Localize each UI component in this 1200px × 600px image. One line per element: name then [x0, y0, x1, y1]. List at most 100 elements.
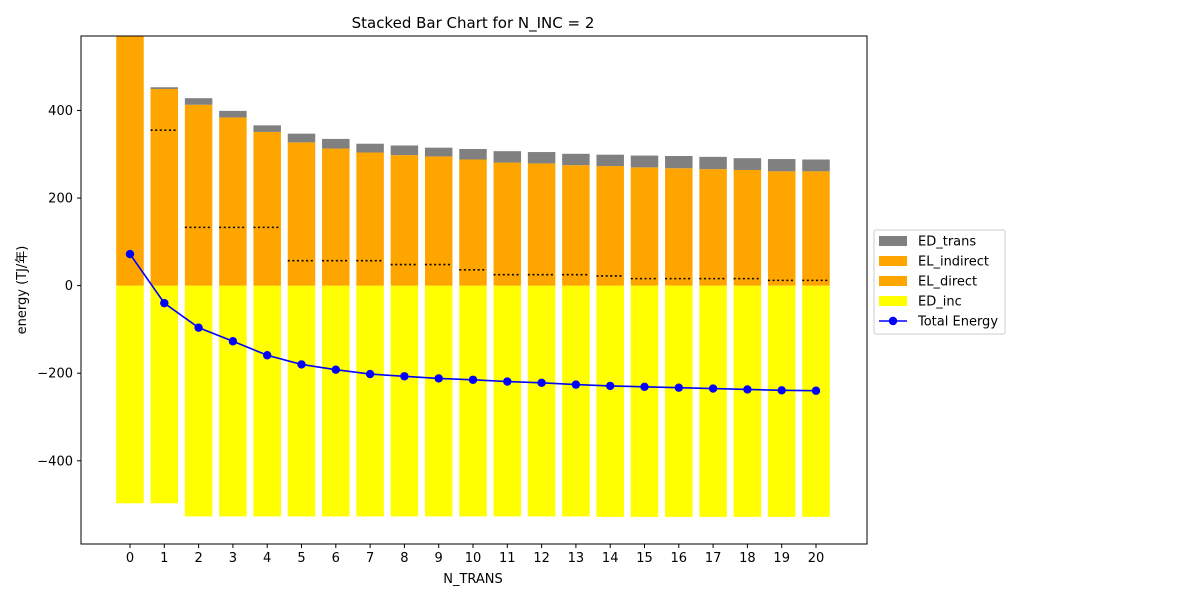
bar-el-orange-13: [562, 165, 590, 286]
x-axis-label: N_TRANS: [443, 572, 503, 587]
bar-ed-trans-12: [527, 152, 556, 164]
bar-ed-trans-17: [699, 156, 727, 170]
total-energy-point-13: [571, 380, 581, 389]
total-energy-point-6: [331, 365, 340, 374]
y-axis-label: energy (TJ/年): [15, 246, 30, 335]
bar-ed-inc-9: [424, 285, 453, 517]
bar-ed-inc-11: [493, 285, 522, 517]
bar-ed-inc-0: [116, 285, 144, 504]
bar-ed-trans-4: [253, 125, 281, 132]
bar-ed-inc-7: [356, 285, 384, 517]
total-energy-point-18: [743, 385, 752, 394]
bar-ed-trans-14: [596, 154, 624, 167]
bar-el-orange-14: [596, 166, 624, 286]
total-energy-point-14: [606, 381, 615, 391]
chart-title: Stacked Bar Chart for N_INC = 2: [352, 14, 595, 33]
bar-ed-trans-1: [150, 87, 179, 89]
x-tick-label-19: 19: [773, 551, 790, 566]
bar-el-orange-12: [527, 163, 556, 286]
total-energy-point-9: [434, 374, 443, 383]
bar-ed-inc-17: [699, 285, 727, 517]
bar-el-orange-4: [253, 131, 281, 286]
bar-ed-trans-18: [733, 158, 762, 171]
x-tick-label-4: 4: [263, 551, 271, 566]
bar-el-orange-16: [665, 168, 693, 286]
legend-label-el-indirect: EL_indirect: [918, 255, 989, 270]
legend-swatch-ed-trans: [879, 236, 907, 246]
bar-ed-inc-16: [665, 285, 693, 517]
bar-el-orange-11: [493, 162, 522, 286]
legend-label-el-direct: EL_direct: [918, 275, 977, 290]
bar-ed-inc-15: [630, 285, 659, 517]
bar-ed-trans-3: [219, 110, 247, 118]
bar-ed-inc-8: [390, 285, 419, 517]
bar-ed-trans-9: [424, 147, 453, 157]
y-tick-label-0: −400: [37, 454, 73, 469]
total-energy-point-11: [503, 377, 512, 386]
bar-el-orange-18: [733, 170, 762, 286]
legend-label-total-energy: Total Energy: [917, 315, 998, 330]
x-tick-label-1: 1: [160, 551, 168, 566]
bar-ed-trans-15: [630, 155, 659, 168]
bar-ed-trans-13: [562, 153, 590, 166]
total-energy-point-0: [125, 249, 135, 259]
x-tick-label-9: 9: [435, 551, 443, 566]
total-energy-point-15: [640, 382, 649, 391]
bar-ed-inc-6: [322, 285, 350, 517]
bar-ed-inc-4: [253, 285, 281, 517]
x-tick-label-2: 2: [194, 551, 202, 566]
y-axis: −400 −200 0 200 400: [37, 104, 81, 469]
bar-ed-trans-10: [459, 148, 487, 160]
x-tick-label-18: 18: [739, 551, 756, 566]
total-energy-point-20: [811, 386, 821, 395]
x-tick-label-12: 12: [533, 551, 550, 566]
x-axis: 0 1 2 3 4 5 6 7 8 9 10 11 12 13 14 15 16 17 18 19 20: [126, 544, 824, 566]
plot-frame: [80, 35, 868, 545]
bar-ed-inc-14: [596, 285, 624, 517]
total-energy-line-layer: [125, 249, 821, 395]
bar-ed-inc-13: [562, 285, 590, 517]
x-tick-label-14: 14: [602, 551, 619, 566]
legend-swatch-el-indirect: [879, 256, 907, 266]
legend: ED_trans EL_indirect EL_direct ED_inc Total …: [873, 229, 1006, 335]
bar-ed-inc-20: [802, 285, 830, 517]
total-energy-point-3: [228, 337, 238, 346]
legend-marker-total-energy: [888, 316, 898, 326]
bar-el-orange-15: [630, 167, 659, 286]
bar-ed-inc-18: [733, 285, 762, 517]
y-tick-label-4: 400: [48, 104, 73, 119]
total-energy-point-10: [468, 375, 478, 384]
total-energy-point-12: [537, 378, 546, 388]
x-tick-label-15: 15: [636, 551, 653, 566]
bar-ed-inc-10: [459, 285, 487, 517]
bar-el-orange-3: [219, 117, 247, 286]
bar-el-orange-9: [424, 156, 453, 286]
bar-ed-trans-7: [356, 143, 384, 153]
bar-ed-trans-20: [802, 159, 830, 172]
x-tick-label-11: 11: [499, 551, 516, 566]
bar-ed-inc-19: [767, 285, 796, 517]
total-energy-point-2: [194, 323, 203, 332]
total-energy-point-19: [777, 386, 786, 395]
total-energy-point-17: [708, 384, 718, 393]
bar-ed-inc-5: [287, 285, 316, 517]
x-tick-label-3: 3: [229, 551, 237, 566]
bar-el-orange-17: [699, 169, 727, 286]
plot-area: [116, 36, 830, 517]
x-tick-label-17: 17: [705, 551, 722, 566]
x-tick-label-7: 7: [366, 551, 374, 566]
y-tick-label-3: 200: [48, 192, 73, 207]
bar-el-orange-7: [356, 152, 384, 286]
x-tick-label-20: 20: [808, 551, 825, 566]
bar-ed-trans-2: [184, 98, 213, 105]
bar-ed-trans-5: [287, 133, 316, 143]
total-energy-point-4: [263, 351, 272, 360]
bar-ed-inc-3: [219, 285, 247, 517]
total-energy-point-7: [365, 369, 375, 379]
x-tick-label-16: 16: [671, 551, 688, 566]
total-energy-point-8: [400, 372, 409, 381]
bar-el-orange-10: [459, 159, 487, 286]
bar-ed-inc-1: [150, 285, 179, 504]
bar-ed-trans-6: [322, 138, 350, 149]
